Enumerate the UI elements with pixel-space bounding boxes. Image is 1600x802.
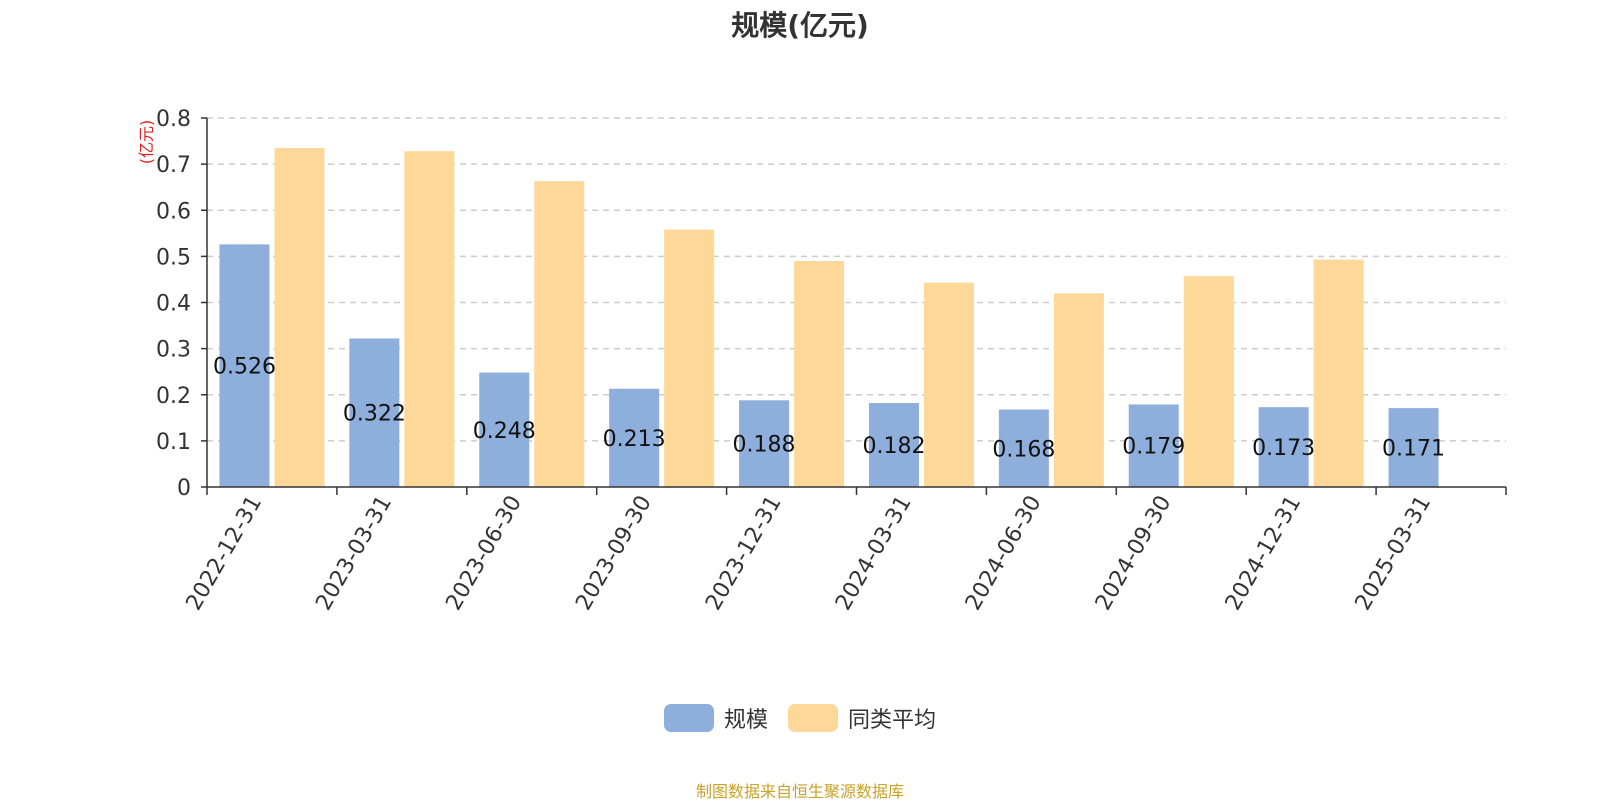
bar-value-label: 0.213 (603, 427, 666, 452)
bar-scale[interactable] (1258, 407, 1309, 487)
bar-scale[interactable] (998, 409, 1049, 487)
x-tick-label: 2023-03-31 (311, 492, 397, 615)
bar-scale[interactable] (1128, 404, 1179, 487)
bar-peer-average[interactable] (534, 181, 585, 487)
bar-scale[interactable] (1388, 408, 1439, 487)
bar-peer-average[interactable] (274, 147, 325, 487)
x-tick-label: 2024-03-31 (831, 492, 917, 615)
bar-value-label: 0.322 (343, 402, 406, 427)
x-tick-label: 2023-06-30 (441, 492, 527, 615)
y-tick-label: 0.4 (156, 292, 191, 317)
legend-label-peer-average: 同类平均 (848, 708, 937, 733)
y-tick-label: 0.2 (156, 384, 191, 409)
bar-value-label: 0.173 (1252, 436, 1315, 461)
chart-title: 规模(亿元) (731, 9, 869, 42)
x-tick-label: 2024-09-30 (1091, 492, 1177, 615)
bars (219, 147, 1439, 487)
data-labels: 0.526 0.322 0.248 0.213 0.188 0.182 0.168 0.179… (213, 355, 1445, 463)
bar-scale[interactable] (868, 403, 919, 487)
bar-peer-average[interactable] (404, 151, 455, 487)
legend: 规模 同类平均 (0, 702, 1600, 734)
bar-peer-average[interactable] (664, 229, 715, 487)
y-tick-label: 0.7 (156, 153, 191, 178)
bar-scale[interactable] (609, 388, 660, 487)
bar-value-label: 0.179 (1122, 435, 1185, 460)
bar-peer-average[interactable] (794, 260, 845, 487)
y-tick-label: 0.8 (156, 107, 191, 132)
bar-value-label: 0.248 (473, 419, 536, 444)
legend-swatch-scale (663, 704, 714, 732)
x-tick-label: 2025-03-31 (1351, 492, 1437, 615)
y-axis-label: (亿元) (137, 120, 156, 165)
bar-value-label: 0.526 (213, 355, 276, 380)
bar-scale[interactable] (739, 400, 790, 487)
y-tick-label: 0.1 (156, 430, 191, 455)
legend-swatch-peer-average (788, 704, 838, 732)
grid-lines (207, 117, 1506, 442)
x-tick-label: 2023-12-31 (701, 492, 787, 615)
x-tick-label: 2024-12-31 (1221, 492, 1307, 615)
y-tick-label: 0 (177, 476, 191, 501)
legend-label-scale: 规模 (723, 708, 768, 733)
bar-value-label: 0.188 (733, 433, 796, 458)
y-tick-label: 0.6 (156, 199, 191, 224)
bar-scale[interactable] (349, 338, 400, 487)
bar-peer-average[interactable] (1183, 276, 1234, 487)
y-tick-label: 0.5 (156, 245, 191, 270)
bar-value-label: 0.168 (992, 437, 1055, 462)
bar-value-label: 0.182 (862, 434, 925, 459)
source-note: 制图数据来自恒生聚源数据库 (695, 782, 904, 801)
bar-scale[interactable] (219, 244, 270, 487)
legend-item-scale[interactable]: 规模 (663, 702, 768, 734)
x-tick-label: 2024-06-30 (961, 492, 1047, 615)
bar-peer-average[interactable] (1053, 293, 1104, 487)
bar-value-label: 0.171 (1382, 437, 1445, 462)
bar-peer-average[interactable] (1313, 259, 1364, 487)
y-tick-label: 0.3 (156, 338, 191, 363)
bar-scale[interactable] (479, 372, 530, 487)
x-tick-label: 2023-09-30 (571, 492, 657, 615)
legend-item-peer-average[interactable]: 同类平均 (788, 702, 936, 734)
x-tick-label: 2022-12-31 (182, 492, 268, 615)
bar-peer-average[interactable] (923, 282, 974, 487)
